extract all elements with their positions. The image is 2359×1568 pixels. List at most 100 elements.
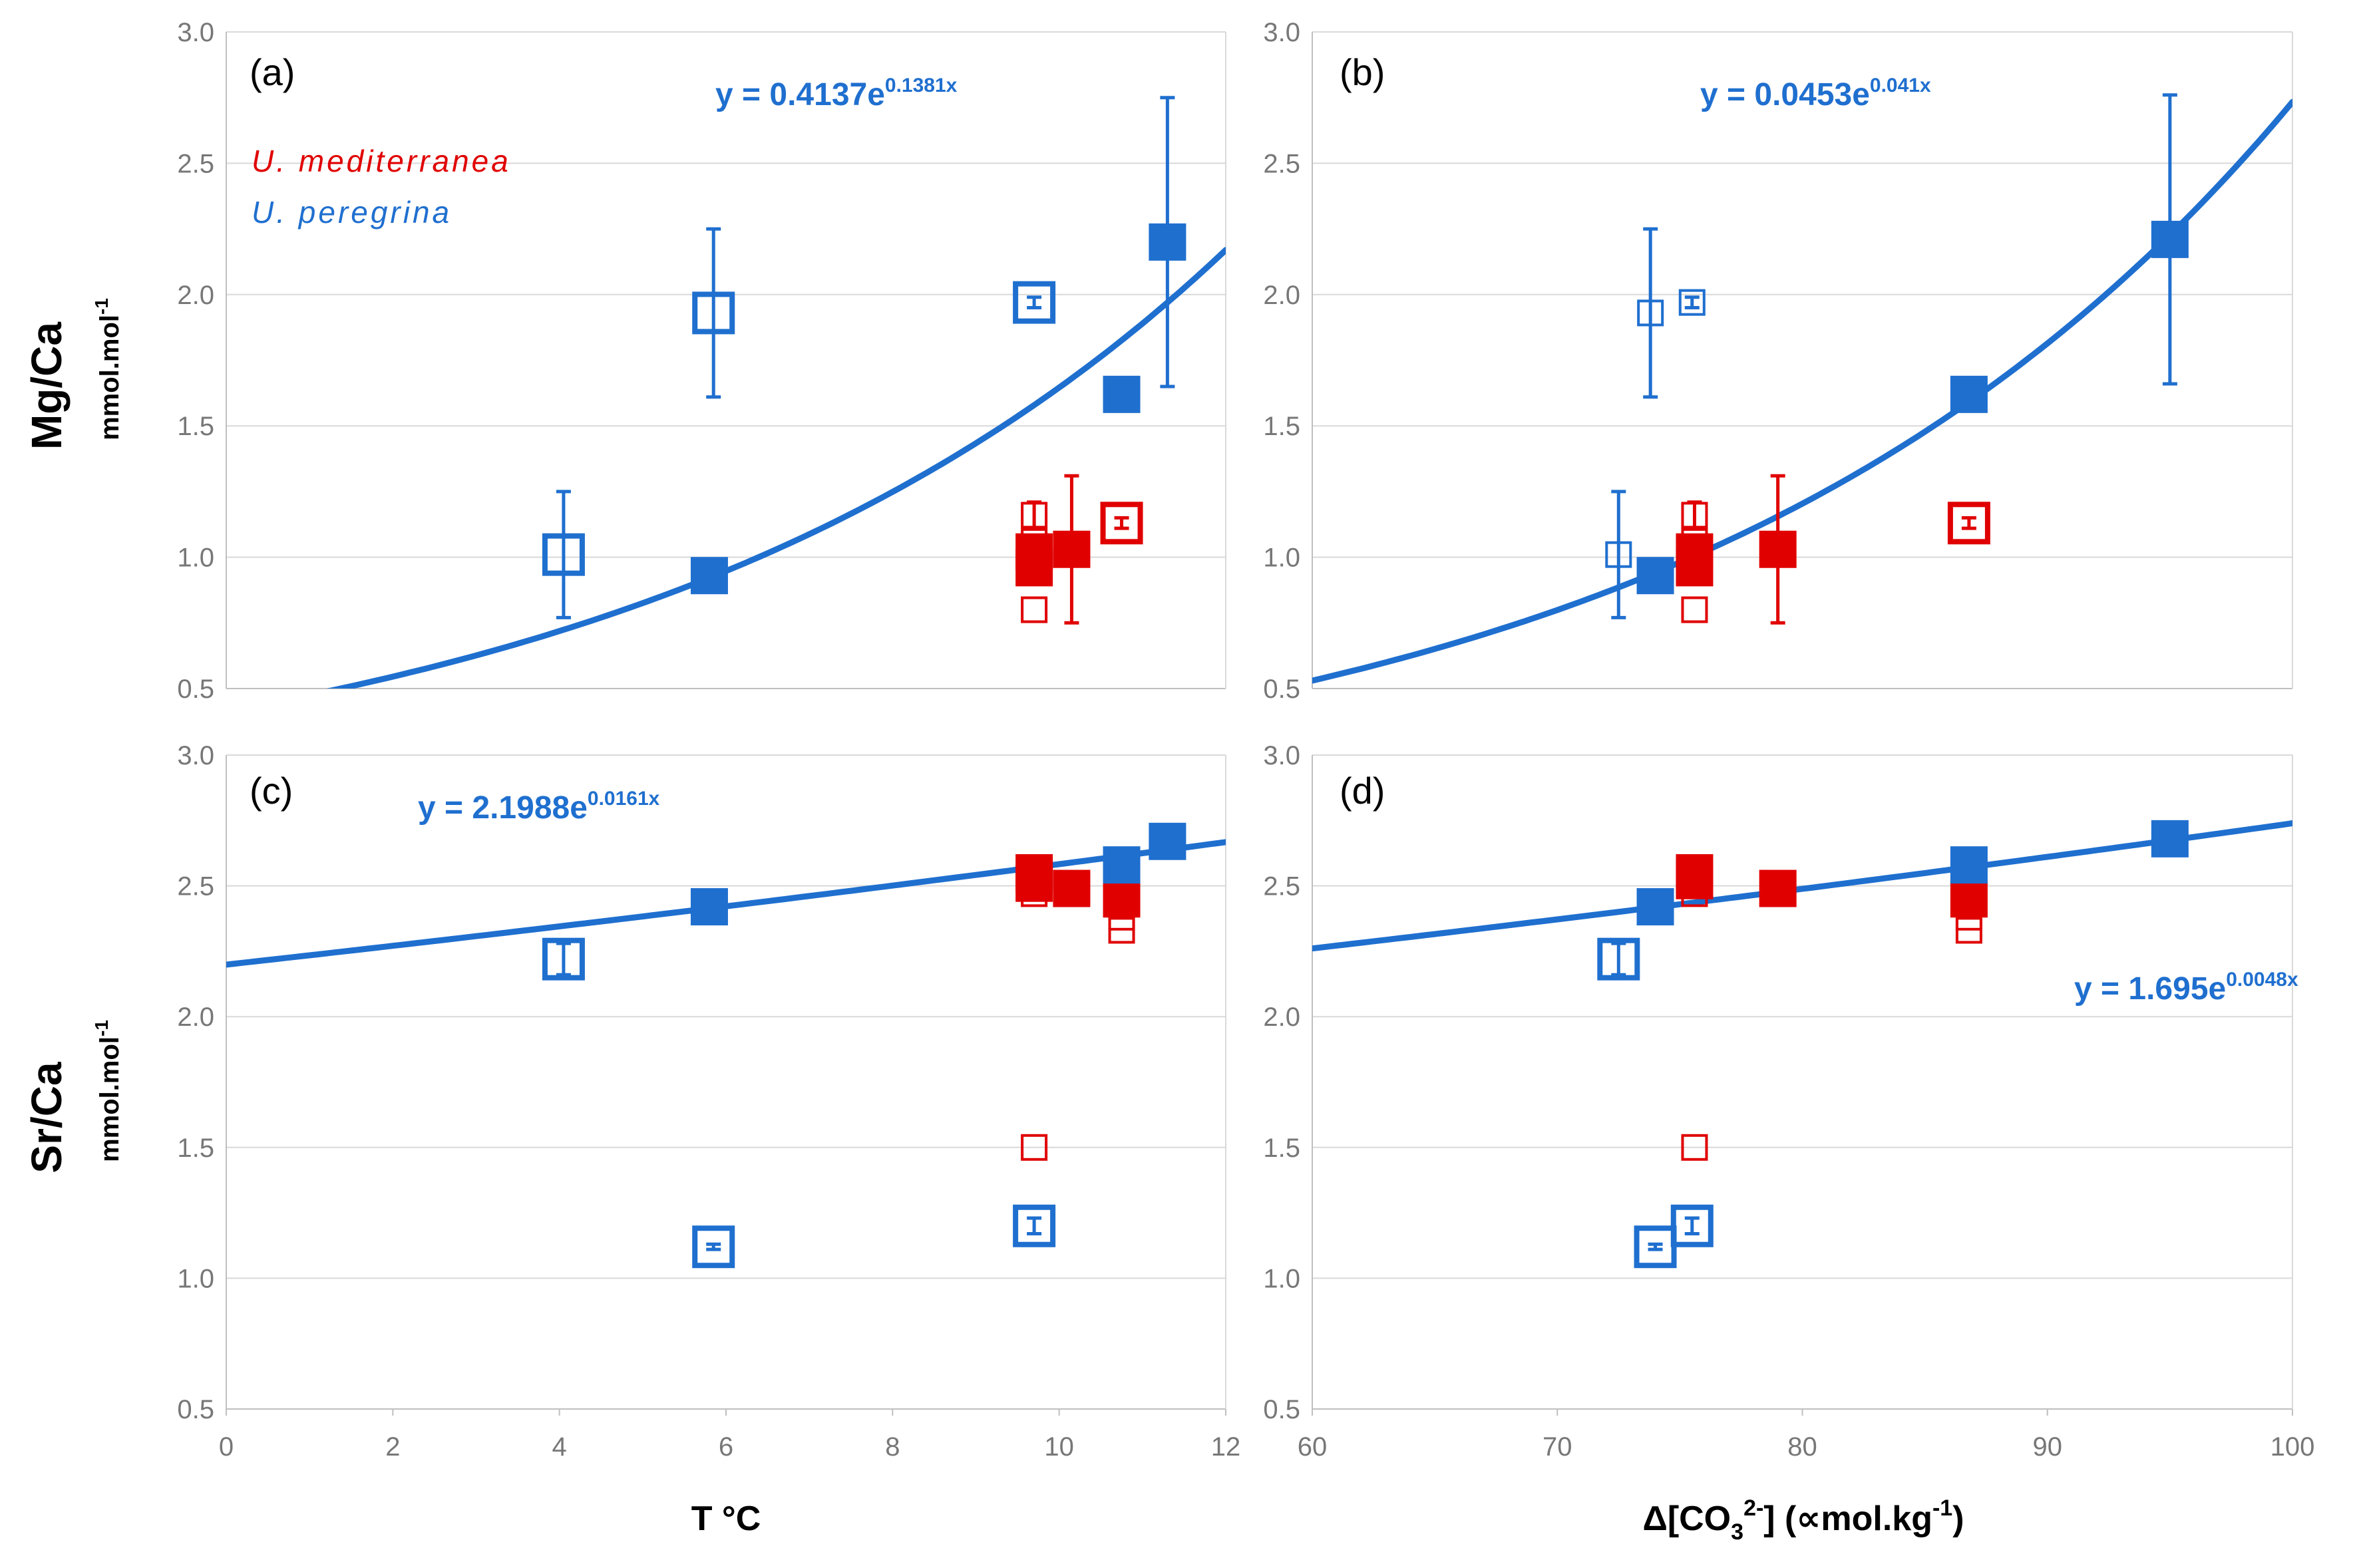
- data-point: [542, 490, 585, 619]
- data-point: [1950, 846, 1988, 884]
- data-point: [692, 227, 735, 399]
- panel-b: 0.5 1.0 1.5 2.0 2.5 3.0 (b) y = 0.0453e0.041x: [1263, 18, 2293, 704]
- data-point: [692, 1225, 735, 1269]
- data-point: [1947, 502, 1990, 545]
- data-point: [1053, 869, 1091, 907]
- legend-u-peregrina: U. peregrina: [252, 195, 452, 230]
- data-point: [1637, 227, 1664, 399]
- xlabel-carbonate: Δ[CO32-] (∝mol.kg-1): [1642, 1495, 1964, 1545]
- data-point: [1021, 500, 1048, 530]
- x-tick-label: 8: [885, 1432, 900, 1462]
- data-point: [1636, 888, 1674, 926]
- data-point: [1597, 937, 1640, 981]
- data-point: [1759, 869, 1797, 907]
- marker-open: [1681, 1134, 1708, 1161]
- marker-filled: [2151, 220, 2189, 258]
- unit-exponent: -1: [91, 298, 112, 315]
- ylabel-sr-ca-group: Sr/Ca mmol.mol-1: [23, 1020, 124, 1174]
- xlabel-sub: 3: [1731, 1519, 1743, 1545]
- marker-filled: [690, 557, 728, 595]
- data-point: [1681, 880, 1708, 907]
- fit-equation: y = 1.695e0.0048x: [2074, 969, 2298, 1007]
- data-point: [1676, 549, 1714, 587]
- marker-filled: [690, 888, 728, 926]
- marker-filled: [1636, 888, 1674, 926]
- panel-label: (c): [250, 770, 293, 812]
- marker-filled: [1759, 869, 1797, 907]
- y-tick-label: 0.5: [1263, 675, 1300, 704]
- data-point: [2151, 93, 2189, 386]
- fit-equation-exponent: 0.1381x: [885, 75, 958, 96]
- data-point: [1021, 1134, 1048, 1161]
- y-tick-label: 0.5: [177, 675, 214, 704]
- marker-open: [1021, 880, 1048, 907]
- legend-u-mediterranea: U. mediterranea: [252, 144, 511, 178]
- marker-open: [542, 937, 585, 981]
- y-tick-label: 1.0: [177, 544, 214, 573]
- y-tick-label: 0.5: [177, 1395, 214, 1424]
- fit-equation: y = 2.1988e0.0161x: [418, 788, 660, 826]
- x-tick-label: 90: [2033, 1432, 2063, 1462]
- marker-filled: [1149, 822, 1186, 860]
- marker-filled: [1103, 846, 1141, 884]
- marker-open: [1013, 1204, 1056, 1247]
- marker-open: [1597, 937, 1640, 981]
- data-point: [1681, 500, 1708, 530]
- x-tick-label: 80: [1787, 1432, 1817, 1462]
- y-tick-label: 1.5: [1263, 1134, 1300, 1163]
- unit-exponent: -1: [91, 1020, 112, 1036]
- x-tick-label: 60: [1298, 1432, 1328, 1462]
- fit-equation-base: y = 2.1988e: [418, 790, 588, 826]
- panel-a: 0.5 1.0 1.5 2.0 2.5 3.0 (a) y = 0.4137e0.1381x: [177, 18, 1226, 704]
- data-point: [1103, 375, 1141, 413]
- marker-open: [1681, 528, 1708, 555]
- y-tick-label: 0.5: [1263, 1395, 1300, 1424]
- data-point: [1950, 375, 1988, 413]
- panel-c: 0.5 1.0 1.5 2.0 2.5 3.0 0 2 4 6 8 10 12 (c) y = 2.1988…: [177, 741, 1240, 1462]
- data-point: [1015, 549, 1053, 587]
- marker-open: [1013, 281, 1056, 324]
- y-tick-label: 3.0: [177, 18, 214, 47]
- y-tick-label: 2.5: [1263, 872, 1300, 901]
- unit-text: mmol.mol: [95, 1036, 124, 1162]
- marker-filled: [1053, 869, 1091, 907]
- data-point: [1636, 557, 1674, 595]
- data-point: [1149, 96, 1186, 389]
- fit-equation-base: y = 0.0453e: [1700, 77, 1870, 112]
- data-point: [1678, 289, 1706, 316]
- marker-open: [1021, 596, 1048, 623]
- x-tick-label: 6: [719, 1432, 733, 1462]
- data-point: [1021, 596, 1048, 623]
- y-tick-label: 2.5: [1263, 149, 1300, 178]
- data-point: [1605, 490, 1632, 619]
- y-tick-label: 2.0: [177, 281, 214, 310]
- marker-open: [692, 291, 735, 335]
- y-tick-label: 3.0: [177, 741, 214, 770]
- data-point: [2151, 820, 2189, 858]
- marker-filled: [1053, 530, 1091, 568]
- panel-label: (d): [1340, 770, 1385, 812]
- data-point: [1670, 1204, 1714, 1247]
- panel-label: (a): [250, 51, 295, 93]
- marker-filled: [1759, 530, 1797, 568]
- marker-open: [1100, 502, 1143, 545]
- x-tick-label: 10: [1044, 1432, 1074, 1462]
- marker-open: [1681, 502, 1708, 529]
- panel-label: (b): [1340, 51, 1385, 93]
- data-point: [1013, 281, 1056, 324]
- y-tick-label: 3.0: [1263, 18, 1300, 47]
- y-tick-label: 2.0: [177, 1003, 214, 1032]
- marker-open: [1021, 528, 1048, 555]
- data-point: [1103, 846, 1141, 884]
- y-tick-label: 1.0: [1263, 1264, 1300, 1293]
- marker-open: [1605, 541, 1632, 568]
- marker-filled: [1103, 375, 1141, 413]
- x-tick-label: 12: [1211, 1432, 1241, 1462]
- marker-open: [1678, 289, 1706, 316]
- fit-curve: [1312, 98, 2292, 684]
- x-tick-label: 0: [219, 1432, 234, 1462]
- marker-filled: [1636, 557, 1674, 595]
- data-point: [1681, 596, 1708, 623]
- x-tick-label: 2: [385, 1432, 400, 1462]
